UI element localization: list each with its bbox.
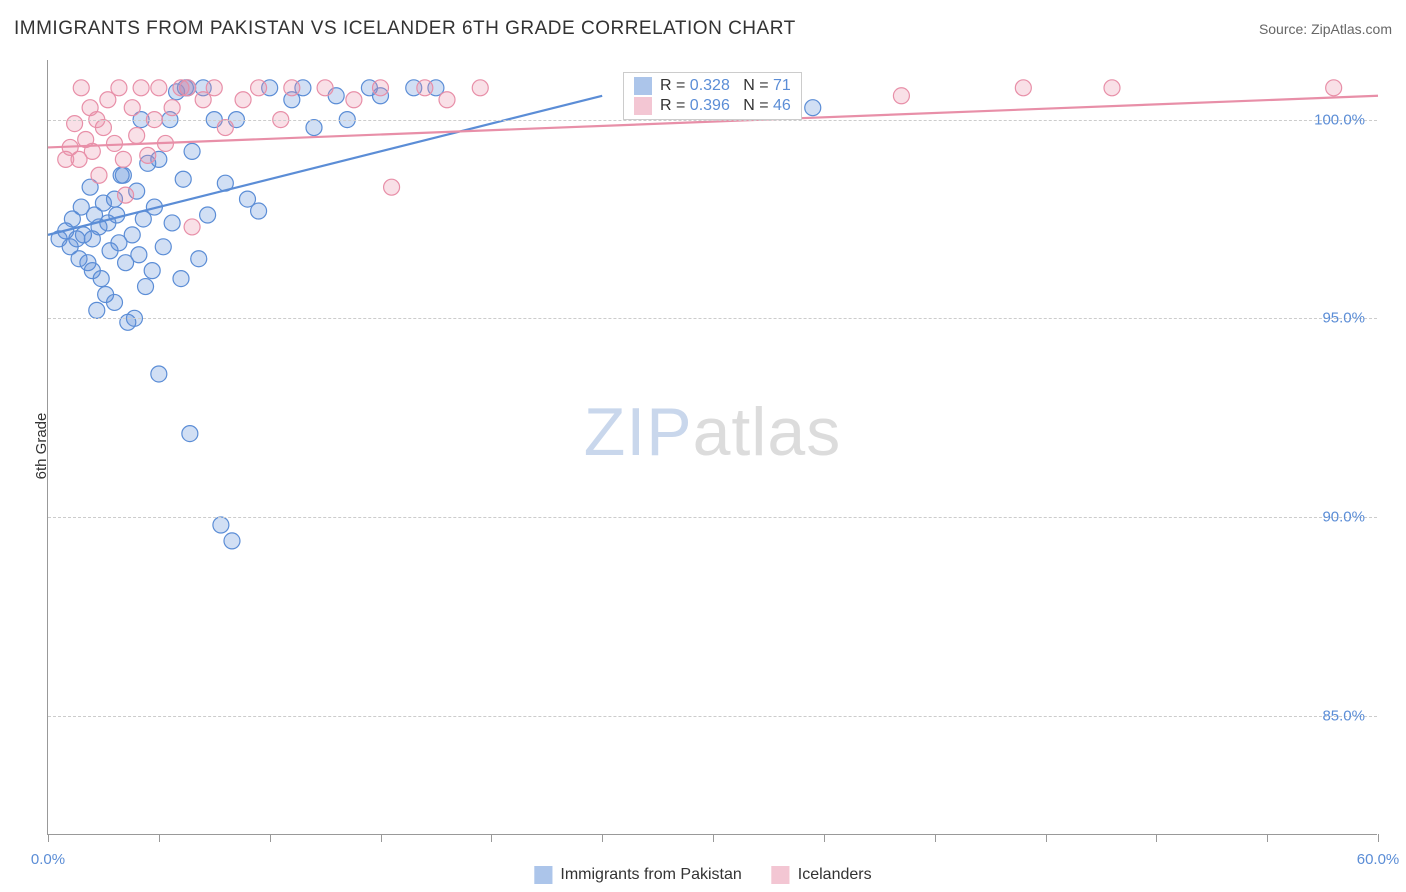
x-tick (48, 834, 49, 842)
data-point (439, 92, 455, 108)
data-point (224, 533, 240, 549)
data-point (115, 151, 131, 167)
y-tick-label: 85.0% (1322, 707, 1365, 724)
data-point (180, 80, 196, 96)
data-point (417, 80, 433, 96)
x-tick (824, 834, 825, 842)
legend-label: Immigrants from Pakistan (560, 866, 741, 884)
data-point (200, 207, 216, 223)
data-point (118, 187, 134, 203)
data-point (373, 80, 389, 96)
data-point (182, 426, 198, 442)
x-tick-label: 60.0% (1357, 851, 1400, 868)
data-point (472, 80, 488, 96)
data-point (151, 80, 167, 96)
data-point (184, 219, 200, 235)
gridline-h (48, 318, 1377, 319)
data-point (206, 80, 222, 96)
data-point (140, 147, 156, 163)
legend-stats: R = 0.396 N = 46 (660, 97, 791, 115)
data-point (235, 92, 251, 108)
data-point (164, 100, 180, 116)
data-point (213, 517, 229, 533)
x-tick (159, 834, 160, 842)
data-point (164, 215, 180, 231)
data-point (175, 171, 191, 187)
data-point (115, 167, 131, 183)
data-point (191, 251, 207, 267)
chart-title: IMMIGRANTS FROM PAKISTAN VS ICELANDER 6T… (14, 18, 796, 40)
x-tick (1378, 834, 1379, 842)
data-point (107, 135, 123, 151)
data-point (384, 179, 400, 195)
x-tick (1267, 834, 1268, 842)
data-point (306, 120, 322, 136)
legend-swatch (772, 866, 790, 884)
data-point (1015, 80, 1031, 96)
data-point (89, 302, 105, 318)
correlation-legend-row: R = 0.396 N = 46 (634, 97, 791, 115)
chart-source: Source: ZipAtlas.com (1259, 21, 1392, 37)
x-tick (1156, 834, 1157, 842)
data-point (93, 271, 109, 287)
data-point (73, 80, 89, 96)
legend-swatch (634, 77, 652, 95)
legend-swatch (634, 97, 652, 115)
correlation-legend: R = 0.328 N = 71 R = 0.396 N = 46 (623, 72, 802, 120)
data-point (893, 88, 909, 104)
data-point (217, 120, 233, 136)
data-point (131, 247, 147, 263)
bottom-legend: Immigrants from Pakistan Icelanders (534, 866, 871, 884)
data-point (129, 128, 145, 144)
x-tick (491, 834, 492, 842)
data-point (67, 116, 83, 132)
bottom-legend-item: Icelanders (772, 866, 872, 884)
gridline-h (48, 517, 1377, 518)
bottom-legend-item: Immigrants from Pakistan (534, 866, 741, 884)
data-point (317, 80, 333, 96)
x-tick (713, 834, 714, 842)
data-point (251, 80, 267, 96)
x-tick (1046, 834, 1047, 842)
data-point (184, 143, 200, 159)
data-point (111, 80, 127, 96)
plot-area: ZIPatlas 85.0%90.0%95.0%100.0%0.0%60.0%R… (47, 60, 1377, 835)
data-point (173, 271, 189, 287)
data-point (805, 100, 821, 116)
chart-header: IMMIGRANTS FROM PAKISTAN VS ICELANDER 6T… (14, 18, 1392, 40)
y-tick-label: 100.0% (1314, 111, 1365, 128)
data-point (284, 80, 300, 96)
data-point (107, 294, 123, 310)
data-point (251, 203, 267, 219)
data-point (138, 279, 154, 295)
data-point (95, 120, 111, 136)
data-point (151, 366, 167, 382)
x-tick (602, 834, 603, 842)
x-tick (270, 834, 271, 842)
data-point (91, 167, 107, 183)
data-point (124, 100, 140, 116)
legend-label: Icelanders (798, 866, 872, 884)
data-point (144, 263, 160, 279)
chart-svg (48, 60, 1377, 834)
x-tick (935, 834, 936, 842)
data-point (1326, 80, 1342, 96)
x-tick-label: 0.0% (31, 851, 65, 868)
legend-stats: R = 0.328 N = 71 (660, 77, 791, 95)
y-tick-label: 90.0% (1322, 509, 1365, 526)
data-point (346, 92, 362, 108)
data-point (133, 80, 149, 96)
data-point (1104, 80, 1120, 96)
regression-line (48, 96, 602, 235)
data-point (109, 207, 125, 223)
data-point (155, 239, 171, 255)
y-tick-label: 95.0% (1322, 310, 1365, 327)
gridline-h (48, 716, 1377, 717)
data-point (124, 227, 140, 243)
correlation-legend-row: R = 0.328 N = 71 (634, 77, 791, 95)
x-tick (381, 834, 382, 842)
legend-swatch (534, 866, 552, 884)
